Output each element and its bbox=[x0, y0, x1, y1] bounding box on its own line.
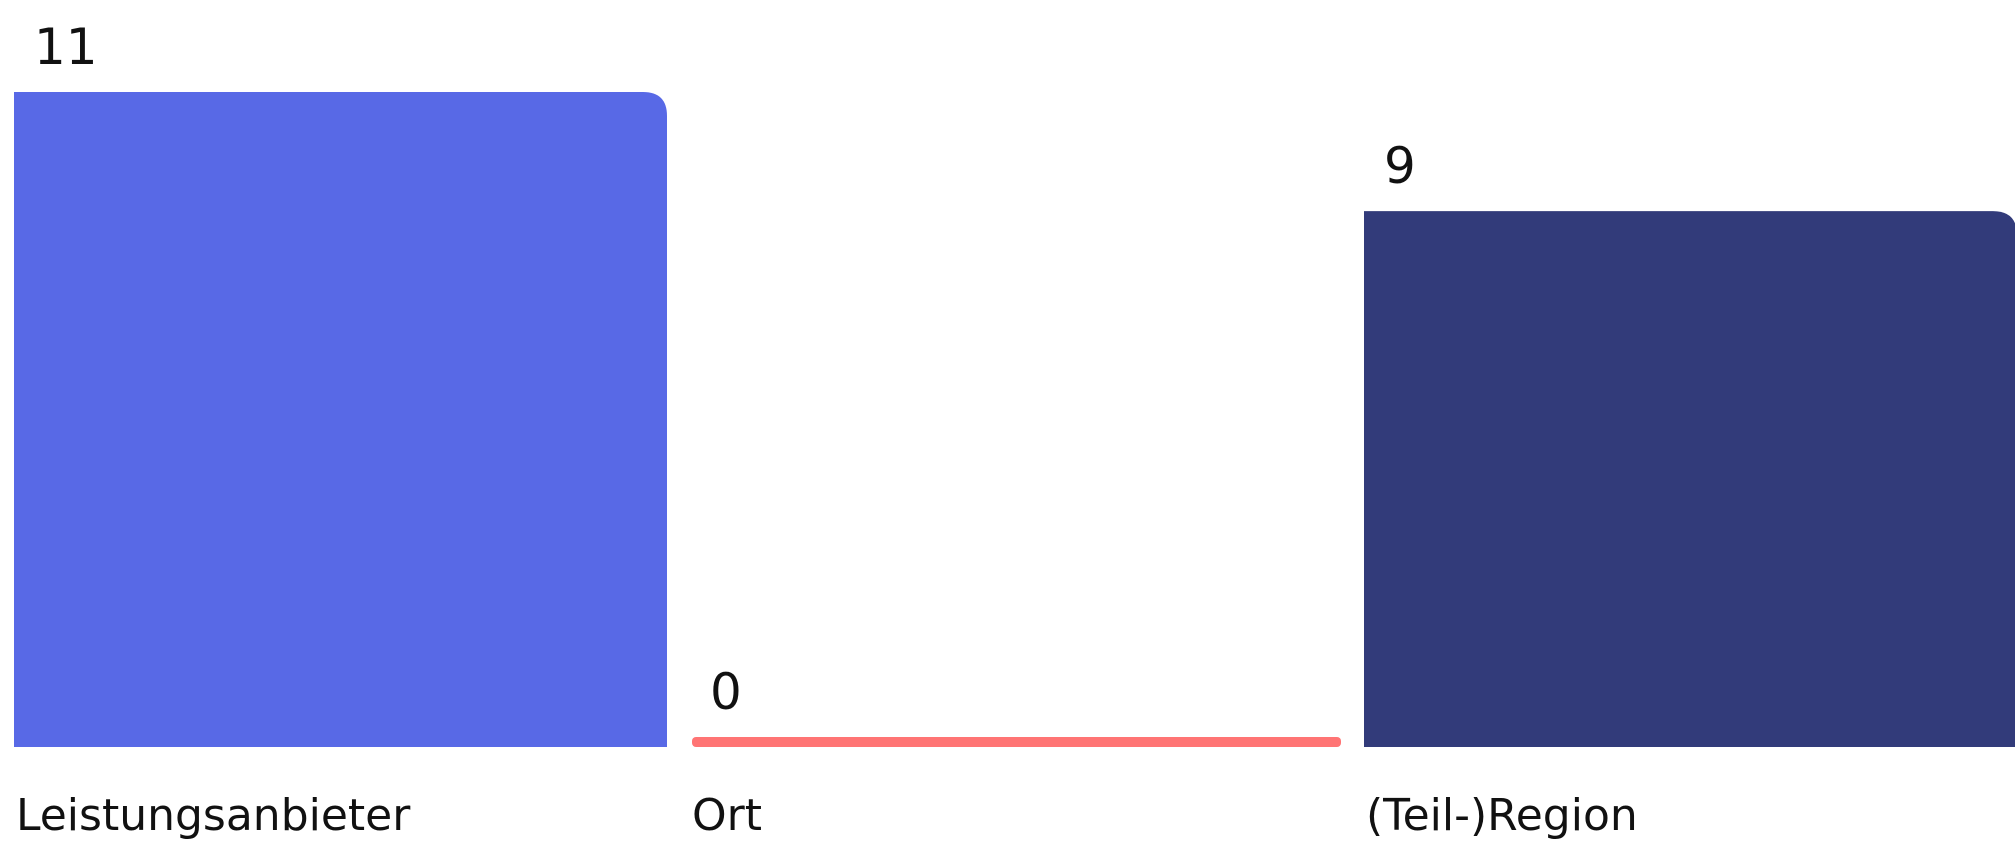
bars-group bbox=[14, 92, 2015, 747]
value-label-teil-region: 9 bbox=[1384, 137, 1416, 195]
category-label-teil-region: (Teil-)Region bbox=[1366, 790, 1638, 841]
value-label-leistungsanbieter: 11 bbox=[34, 18, 98, 76]
category-labels-group: Leistungsanbieter Ort (Teil-)Region bbox=[16, 790, 1638, 841]
value-label-ort: 0 bbox=[710, 663, 742, 721]
bar-ort bbox=[692, 737, 1341, 747]
category-label-ort: Ort bbox=[692, 790, 762, 841]
bar-leistungsanbieter bbox=[14, 92, 667, 747]
category-label-leistungsanbieter: Leistungsanbieter bbox=[16, 790, 411, 841]
value-labels-group: 11 0 9 bbox=[34, 18, 1416, 721]
bar-teil-region bbox=[1364, 211, 2015, 747]
